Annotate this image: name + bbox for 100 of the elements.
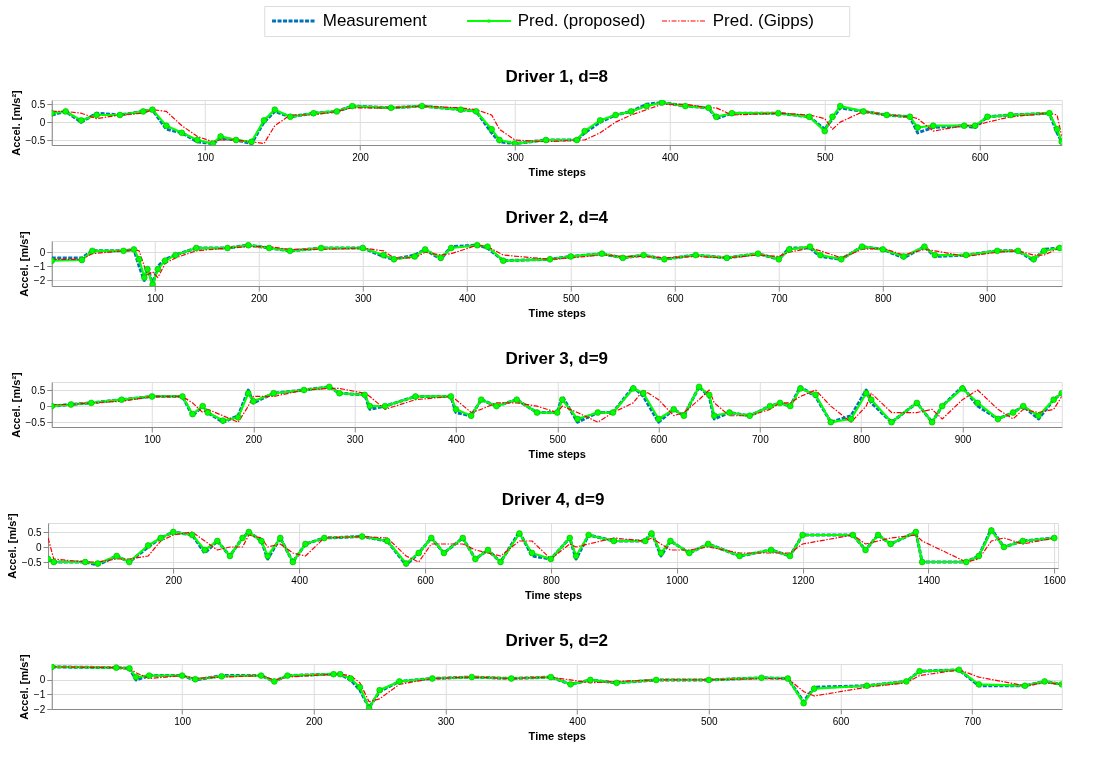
point [736,552,743,560]
point [113,552,120,560]
point [810,685,818,692]
point [472,555,479,563]
point [188,531,196,539]
x-tick-label: 600 [832,715,850,727]
point [775,256,783,263]
point [94,560,101,567]
point [135,256,143,263]
point [239,534,246,542]
x-tick-label: 700 [964,715,982,727]
point [657,549,665,557]
point [567,681,574,688]
y-axis-title: Accel. [m/s²] [17,230,30,297]
point [610,537,618,545]
point [1051,534,1058,542]
point [149,281,156,286]
point [547,673,555,681]
point [321,534,328,542]
point [1014,247,1022,255]
point [728,110,736,117]
y-tick-label: −0.5 [21,556,43,568]
point [1030,256,1037,263]
point [906,113,914,120]
x-tick-label: 400 [291,574,309,586]
x-tick-label: 100 [146,292,165,304]
point [1021,682,1029,689]
point [975,552,982,560]
x-tick-label: 400 [458,292,477,304]
point [971,122,979,129]
point [347,675,354,682]
x-tick-label: 500 [816,151,835,163]
point [508,675,515,682]
point [77,117,85,124]
point [358,533,366,540]
point [1046,110,1053,117]
point [598,250,606,257]
y-axis-title: Accel. [m/s²] [17,653,30,720]
point [120,247,127,255]
point [837,102,844,110]
point [217,133,224,140]
point [170,528,177,536]
point [821,127,828,135]
x-tick-label: 600 [650,433,668,445]
point [89,247,96,255]
point [380,251,387,259]
x-tick-label: 1000 [666,574,689,586]
x-tick-label: 1600 [1043,574,1067,586]
x-axis-title: Time steps [524,588,583,601]
point [581,127,588,135]
x-tick-label: 900 [954,433,972,445]
point [874,531,882,539]
y-tick-label: 0 [39,246,46,258]
point [1056,244,1062,252]
point [661,256,668,263]
point [484,243,491,250]
point [1000,543,1008,551]
chart-title: Driver 4, d=9 [501,489,605,509]
x-tick-label: 700 [770,292,789,304]
point [93,111,100,119]
point [194,136,201,144]
x-tick-label: 800 [543,574,561,586]
point [640,251,647,259]
point [667,537,674,545]
point [858,243,866,250]
point [317,244,325,252]
point [682,102,689,110]
point [218,673,225,680]
point [786,246,793,253]
point [356,684,364,691]
point [277,534,284,542]
point [258,537,265,545]
point [658,100,666,106]
point [284,672,291,679]
x-tick-label: 300 [507,151,525,163]
y-tick-label: −0.5 [25,416,46,428]
point [141,274,148,281]
x-axis-title: Time steps [528,729,586,742]
point [723,254,731,262]
point [862,546,869,554]
chart-title: Driver 5, d=2 [505,630,609,650]
x-tick-label: 500 [701,715,719,727]
point [437,254,444,262]
y-axis-title: Accel. [m/s²] [5,512,18,579]
point [929,122,937,129]
point [612,111,619,119]
point [310,110,317,117]
point [800,699,807,707]
point [440,549,448,557]
x-tick-label: 600 [971,151,989,163]
point [178,672,186,679]
x-tick-label: 100 [197,151,215,163]
point [912,528,920,536]
x-tick-label: 200 [245,433,263,445]
point [596,117,604,124]
point [178,129,186,137]
point [767,546,775,554]
point [132,673,140,681]
point [260,117,268,124]
point [349,102,356,110]
